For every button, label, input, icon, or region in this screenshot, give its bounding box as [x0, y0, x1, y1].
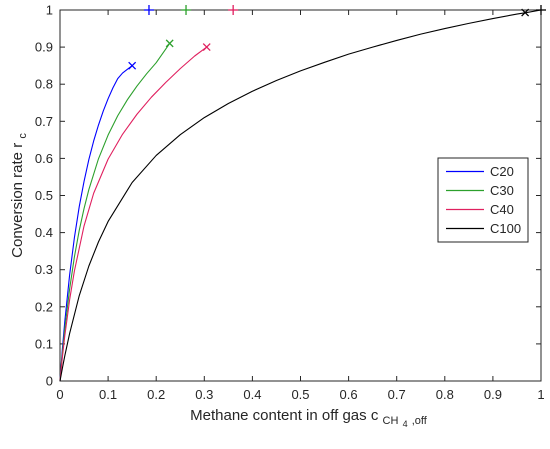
limit-marker-c40	[228, 5, 239, 15]
x-axis-label-sub2: ,off	[412, 415, 428, 427]
y-axis-label-sub: c	[17, 133, 29, 139]
end-marker-c30	[165, 39, 174, 48]
y-tick-label: 0.1	[35, 336, 53, 351]
legend-label-c100: C100	[490, 221, 521, 236]
legend-label-c30: C30	[490, 183, 514, 198]
series-line-c40	[59, 46, 208, 382]
y-tick-label: 0	[46, 374, 53, 389]
y-axis-label-main: Conversion rate r	[9, 143, 26, 258]
x-tick-label: 0.6	[340, 387, 358, 402]
y-tick-label: 0.4	[35, 225, 53, 240]
x-axis-label-main: Methane content in off gas c	[190, 407, 379, 424]
x-tick-label: 0.4	[243, 387, 261, 402]
y-tick-label: 0.7	[35, 114, 53, 129]
x-tick-label: 0.9	[484, 387, 502, 402]
y-tick-label: 0.5	[35, 188, 53, 203]
x-tick-label: 0.8	[436, 387, 454, 402]
limit-marker-c20	[143, 5, 154, 15]
y-tick-label: 0.9	[35, 40, 53, 55]
x-tick-label: 1	[537, 387, 544, 402]
series-line-c20	[59, 65, 133, 382]
end-marker-c100	[521, 8, 530, 17]
x-tick-label: 0.2	[147, 387, 165, 402]
limit-marker-c100	[536, 5, 546, 15]
x-tick-label: 0.5	[291, 387, 309, 402]
limit-marker-c30	[181, 5, 192, 15]
x-tick-label: 0.1	[99, 387, 117, 402]
x-tick-label: 0	[56, 387, 63, 402]
series-line-c100	[59, 9, 542, 382]
legend-label-c40: C40	[490, 202, 514, 217]
legend: C20 C30 C40 C100	[437, 157, 529, 243]
series-lines	[59, 9, 542, 382]
legend-label-c20: C20	[490, 164, 514, 179]
y-tick-label: 0.3	[35, 262, 53, 277]
end-marker-c20	[128, 61, 137, 70]
end-marker-c40	[202, 43, 211, 52]
y-tick-label: 0.8	[35, 77, 53, 92]
series-markers	[128, 5, 546, 70]
y-tick-label: 1	[46, 3, 53, 18]
y-tick-label: 0.6	[35, 151, 53, 166]
x-axis-label-sub: CH	[383, 415, 399, 427]
axis-labels: Methane content in off gas c CH 4 ,off C…	[9, 133, 428, 431]
series-line-c30	[59, 43, 171, 382]
y-axis-label: Conversion rate r c	[9, 133, 29, 258]
y-tick-label: 0.2	[35, 299, 53, 314]
x-axis-label-subsub: 4	[403, 419, 408, 429]
x-tick-label: 0.3	[195, 387, 213, 402]
x-tick-label: 0.7	[388, 387, 406, 402]
x-axis-label: Methane content in off gas c CH 4 ,off	[190, 407, 428, 431]
